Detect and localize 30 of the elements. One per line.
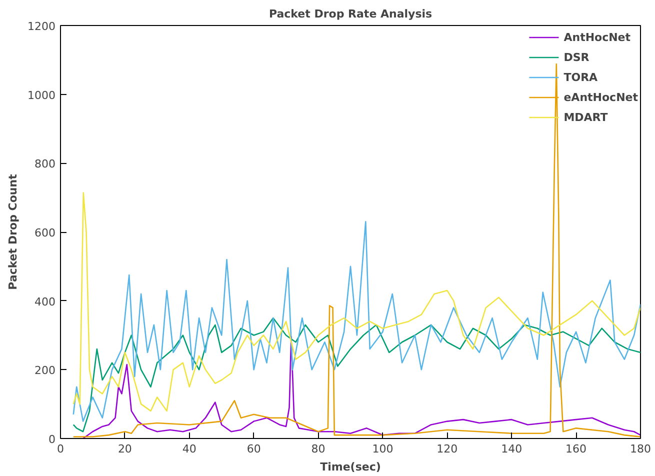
x-tick-label: 160 — [566, 442, 587, 456]
x-axis-title: Time(sec) — [320, 460, 381, 474]
x-tick-label: 140 — [501, 442, 522, 456]
line-series — [72, 317, 640, 432]
line-series — [72, 63, 640, 438]
x-tick-label: 120 — [436, 442, 458, 456]
x-tick-label: 20 — [118, 442, 132, 456]
line-series — [72, 192, 640, 412]
legend-label: TORA — [564, 70, 598, 84]
y-tick-label: 200 — [34, 364, 56, 378]
x-tick-label: 0 — [57, 442, 64, 456]
legend-label: AntHocNet — [564, 30, 631, 44]
line-series — [72, 221, 640, 422]
x-tick-label: 60 — [246, 442, 261, 456]
y-tick-label: 800 — [34, 158, 56, 171]
x-tick-label: 180 — [630, 442, 651, 456]
legend-label: DSR — [564, 50, 590, 64]
y-axis-title: Packet Drop Count — [6, 174, 20, 290]
y-tick-label: 600 — [34, 226, 56, 240]
legend-label: eAntHocNet — [564, 90, 638, 104]
line-series — [82, 336, 640, 438]
y-tick-label: 1000 — [28, 88, 56, 102]
x-tick-label: 100 — [372, 442, 394, 456]
y-tick-label: 0 — [48, 433, 56, 446]
x-tick-label: 40 — [182, 442, 196, 456]
y-tick-label: 400 — [34, 295, 56, 308]
legend-label: MDART — [564, 110, 608, 124]
chart-title: Packet Drop Rate Analysis — [268, 8, 433, 20]
x-tick-label: 80 — [311, 442, 326, 456]
y-tick-label: 1200 — [28, 20, 56, 33]
